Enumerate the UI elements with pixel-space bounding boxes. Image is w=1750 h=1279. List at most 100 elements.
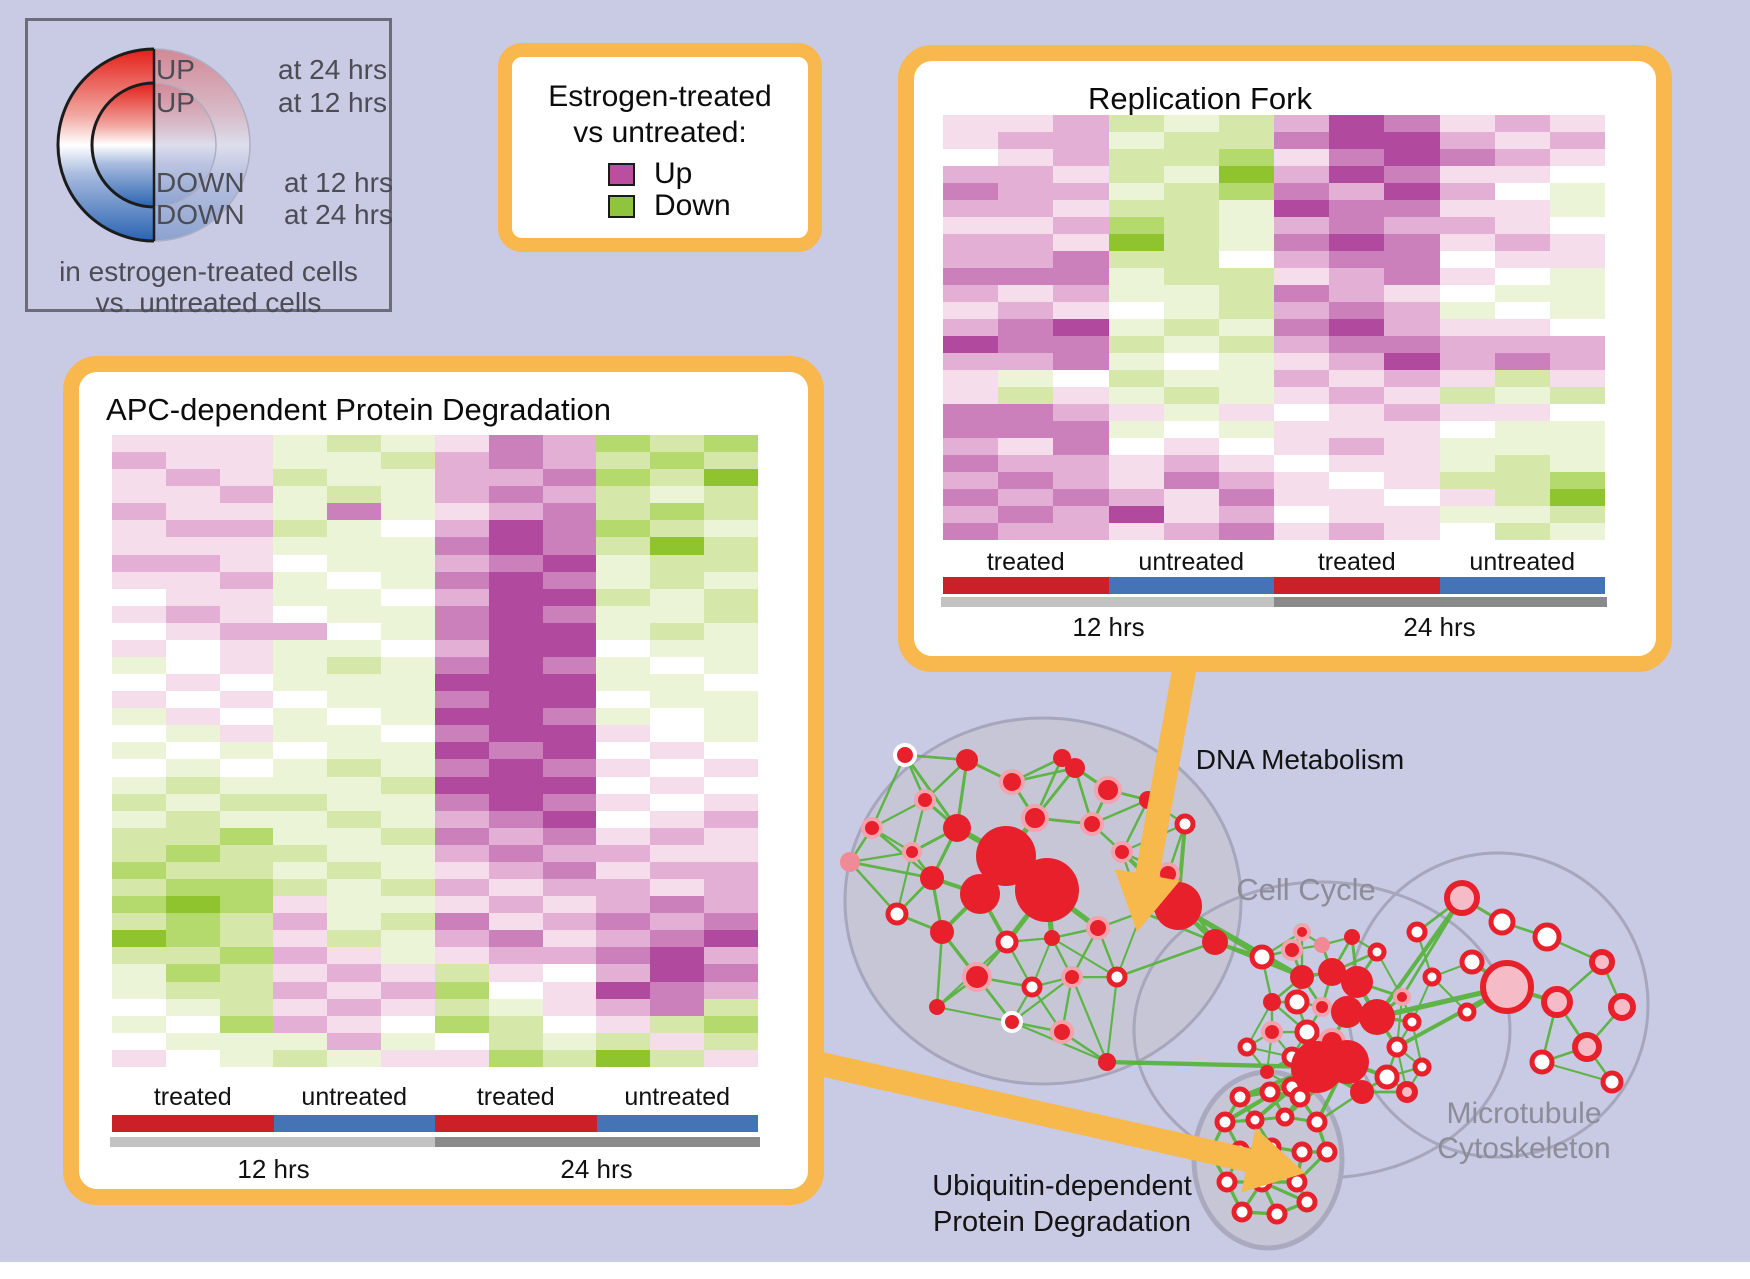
heatmap-cell [1494, 217, 1550, 234]
updown-legend-box: Estrogen-treated vs untreated: Up Down [498, 43, 822, 252]
apc-group-untreated-24: untreated [624, 1083, 731, 1111]
network-node [1015, 858, 1079, 922]
heatmap-cell [1439, 370, 1495, 387]
heatmap-cell [219, 1032, 274, 1050]
heatmap-cell [650, 844, 705, 862]
heatmap-cell [943, 115, 999, 132]
heatmap-cell [943, 234, 999, 251]
heatmap-cell [488, 776, 543, 794]
heatmap-cell [1274, 472, 1330, 489]
heatmap-row [943, 268, 1606, 285]
heatmap-cell [542, 896, 597, 914]
heatmap-cell [165, 708, 220, 726]
ring-legend-down24-dir: DOWN [156, 199, 245, 230]
heatmap-cell [434, 896, 489, 914]
heatmap-cell [542, 844, 597, 862]
heatmap-cell [434, 503, 489, 521]
heatmap-cell [434, 708, 489, 726]
heatmap-cell [650, 981, 705, 999]
heatmap-cell [596, 554, 651, 572]
network-node [1281, 939, 1303, 961]
heatmap-cell [434, 469, 489, 487]
network-node [840, 852, 860, 872]
heatmap-cell [434, 776, 489, 794]
heatmap-cell [1053, 353, 1109, 370]
ring-legend-down12-time: at 12 hrs [284, 167, 393, 198]
heatmap-cell [112, 844, 166, 862]
heatmap-cell [542, 691, 597, 709]
heatmap-cell [1494, 200, 1550, 217]
heatmap-cell [1549, 234, 1606, 251]
ring-legend-down12-dir: DOWN [156, 167, 245, 198]
heatmap-cell [596, 759, 651, 777]
network-node [1396, 1081, 1418, 1103]
heatmap-cell [1218, 200, 1275, 217]
heatmap-cell [488, 981, 543, 999]
heatmap-cell [381, 605, 435, 623]
network-node [960, 874, 1000, 914]
heatmap-cell [596, 742, 651, 760]
heatmap-cell [381, 827, 435, 845]
heatmap-cell [998, 132, 1054, 149]
heatmap-cell [542, 657, 597, 675]
heatmap-cell [1329, 506, 1385, 523]
heatmap-cell [1329, 472, 1385, 489]
heatmap-row [112, 861, 758, 880]
apc-time-12hrs: 12 hrs [237, 1154, 310, 1184]
heatmap-cell [1108, 319, 1164, 336]
heatmap-cell [1274, 251, 1330, 268]
heatmap-cell [1494, 489, 1550, 506]
heatmap-row [943, 234, 1606, 251]
heatmap-cell [1108, 166, 1164, 183]
heatmap-cell [704, 622, 758, 640]
condition-bar-segment-untreated [273, 1115, 435, 1132]
heatmap-cell [1218, 234, 1275, 251]
network-node [914, 789, 936, 811]
heatmap-cell [488, 452, 543, 470]
heatmap-row [112, 554, 758, 572]
heatmap-cell [1329, 421, 1385, 438]
heatmap-cell [704, 981, 758, 999]
network-node [1314, 937, 1330, 953]
rf-group-treated-12: treated [986, 548, 1065, 576]
heatmap-cell [1108, 523, 1164, 540]
heatmap-cell [704, 1015, 758, 1033]
ring-legend-down24-time: at 24 hrs [284, 199, 393, 230]
heatmap-cell [434, 537, 489, 555]
heatmap-cell [1163, 336, 1219, 353]
heatmap-cell [434, 725, 489, 743]
rf-group-untreated-24: untreated [1469, 548, 1576, 576]
apc-group-treated-24: treated [476, 1083, 555, 1111]
heatmap-cell [488, 537, 543, 555]
heatmap-cell [273, 674, 328, 692]
heatmap-cell [488, 605, 543, 623]
heatmap-cell [1549, 506, 1606, 523]
network-node [1350, 1080, 1374, 1104]
heatmap-cell [273, 861, 328, 880]
heatmap-cell [1439, 387, 1495, 404]
network-node [1021, 804, 1049, 832]
heatmap-cell [488, 1015, 543, 1033]
heatmap-cell [704, 605, 758, 623]
heatmap-cell [488, 708, 543, 726]
heatmap-cell [1163, 149, 1219, 166]
heatmap-row [112, 639, 758, 658]
network-node [902, 842, 922, 862]
heatmap-cell [327, 622, 382, 640]
heatmap-cell [381, 503, 435, 521]
heatmap-cell [1549, 285, 1606, 302]
heatmap-cell [112, 674, 166, 692]
heatmap-cell [1439, 319, 1495, 336]
heatmap-cell [998, 370, 1054, 387]
heatmap-cell [165, 469, 220, 487]
heatmap-cell [542, 725, 597, 743]
heatmap-cell [943, 166, 999, 183]
heatmap-row [943, 336, 1606, 353]
heatmap-cell [165, 896, 220, 914]
heatmap-cell [381, 537, 435, 555]
heatmap-row [112, 725, 758, 743]
heatmap-cell [434, 1049, 489, 1067]
heatmap-cell [943, 387, 999, 404]
heatmap-cell [1218, 285, 1275, 302]
condition-bar-segment-treated [1274, 577, 1440, 594]
